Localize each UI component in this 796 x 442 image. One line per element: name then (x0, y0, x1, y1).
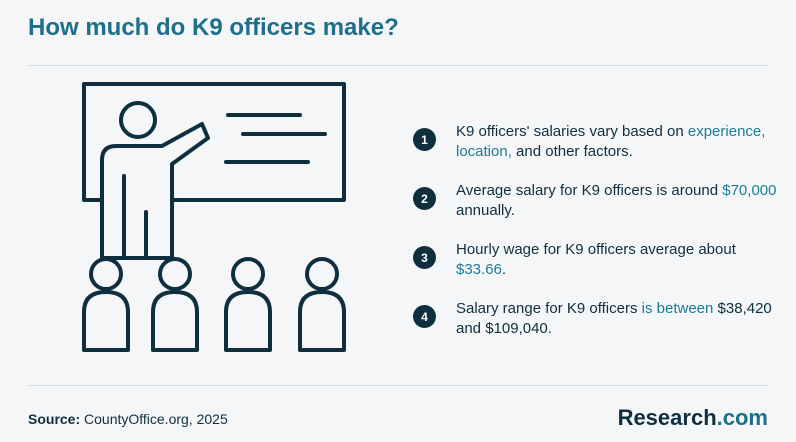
fact-text: K9 officers' salaries vary based on expe… (456, 123, 766, 160)
fact-item: 4 Salary range for K9 officers is betwee… (410, 299, 780, 339)
source-label: Source: (28, 411, 81, 427)
number-badge: 1 (413, 128, 436, 151)
bottom-divider (28, 385, 768, 386)
number-badge: 2 (413, 187, 436, 210)
research-com-logo[interactable]: Research.com (617, 405, 768, 430)
top-divider (28, 65, 768, 66)
fact-item: 3 Hourly wage for K9 officers average ab… (410, 240, 780, 280)
number-badge: 4 (413, 305, 436, 328)
fact-text: Hourly wage for K9 officers average abou… (456, 241, 736, 278)
presenter-with-audience-icon (82, 82, 346, 352)
number-badge: 3 (413, 246, 436, 269)
source-note: Source: CountyOffice.org, 2025 (28, 411, 228, 427)
source-text: CountyOffice.org, 2025 (84, 411, 228, 427)
fact-item: 1 K9 officers' salaries vary based on ex… (410, 122, 780, 162)
fact-text: Average salary for K9 officers is around… (456, 182, 777, 219)
page-title: How much do K9 officers make? (28, 14, 399, 41)
fact-text: Salary range for K9 officers is between … (456, 300, 772, 337)
fact-item: 2 Average salary for K9 officers is arou… (410, 181, 780, 221)
salary-facts-list: 1 K9 officers' salaries vary based on ex… (410, 122, 780, 358)
